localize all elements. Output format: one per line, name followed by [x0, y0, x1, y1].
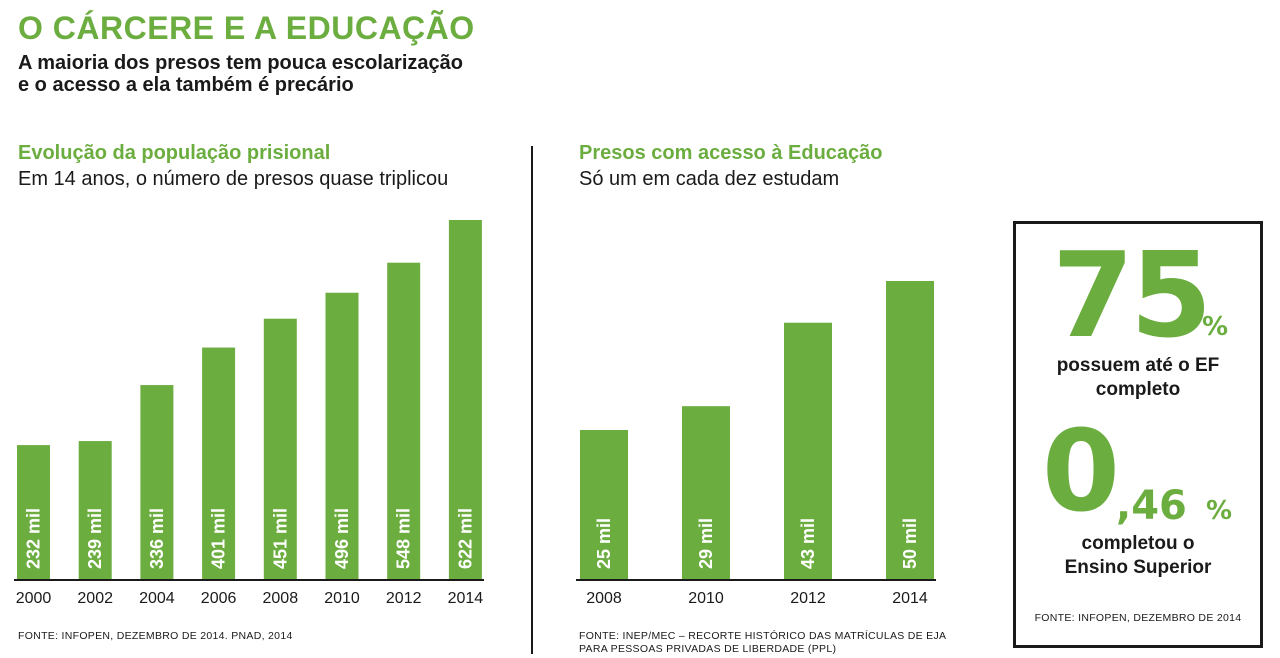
- right-chart-source-line-1: FONTE: INEP/MEC – RECORTE HISTÓRICO DAS …: [579, 630, 947, 642]
- left-bar-2000: [17, 445, 50, 579]
- left-tick-label-2008: 2008: [263, 590, 299, 607]
- left-chart-subtitle: Em 14 anos, o número de presos quase tri…: [18, 168, 449, 190]
- left-bar-2004: [140, 385, 174, 579]
- right-chart-source: FONTE: INEP/MEC – RECORTE HISTÓRICO DAS …: [579, 630, 946, 656]
- left-bar-label-2008: 451 mil: [270, 508, 290, 569]
- right-bar-label-2012: 43 mil: [798, 518, 818, 569]
- left-bar-2006: [202, 347, 236, 579]
- stat-primary-line-1: possuem até o EF: [1056, 355, 1220, 376]
- right-bar-2014: [886, 281, 934, 579]
- right-chart-source-line-2: PARA PESSOAS PRIVADAS DE LIBERDADE (PPL): [579, 643, 837, 655]
- stat-secondary-unit: %: [1206, 496, 1233, 526]
- left-tick-label-2004: 2004: [139, 590, 175, 607]
- left-bar-label-2002: 239 mil: [85, 508, 105, 569]
- right-tick-label-2010: 2010: [688, 590, 724, 607]
- left-tick-label-2006: 2006: [201, 590, 237, 607]
- page-subtitle: A maioria dos presos tem pouca escolariz…: [18, 52, 538, 96]
- right-tick-label-2012: 2012: [790, 590, 826, 607]
- left-tick-label-2010: 2010: [324, 590, 360, 607]
- right-chart-title: Presos com acesso à Educação: [579, 142, 883, 164]
- stat-primary-unit: %: [1202, 312, 1229, 342]
- page-subtitle-line-2: e o acesso a ela também é precário: [18, 74, 354, 96]
- left-bar-label-2012: 548 mil: [394, 508, 414, 569]
- section-divider: [531, 146, 533, 654]
- left-tick-label-2014: 2014: [448, 590, 484, 607]
- right-bar-2008: [580, 430, 628, 579]
- right-bar-2010: [682, 406, 730, 579]
- page-subtitle-line-1: A maioria dos presos tem pouca escolariz…: [18, 52, 463, 74]
- stat-box-source: FONTE: INFOPEN, DEZEMBRO DE 2014: [1034, 612, 1242, 624]
- stat-box: 75 % possuem até o EF completo 0 ,46 % c…: [1013, 221, 1263, 648]
- left-bar-label-2000: 232 mil: [24, 508, 44, 569]
- right-chart-subtitle: Só um em cada dez estudam: [579, 168, 840, 190]
- right-bar-label-2010: 29 mil: [696, 518, 716, 569]
- left-bar-label-2010: 496 mil: [332, 508, 352, 569]
- prison-population-chart: 232 mil 2000 239 mil 2002 336 mil 2004 401 mil…: [14, 220, 484, 607]
- right-bar-label-2014: 50 mil: [900, 518, 920, 569]
- left-bar-2014: [448, 220, 482, 579]
- left-bar-2002: [78, 441, 112, 579]
- stat-secondary-description: completou o Ensino Superior: [1016, 532, 1260, 580]
- left-tick-label-2000: 2000: [16, 590, 52, 607]
- stat-secondary-number: 0: [1042, 407, 1120, 537]
- left-tick-label-2002: 2002: [77, 590, 113, 607]
- left-bar-label-2004: 336 mil: [147, 508, 167, 569]
- education-access-chart: 25 mil 2008 29 mil 2010 43 mil 2012 50 mil 2014: [576, 281, 936, 607]
- left-bar-2010: [325, 292, 359, 579]
- page-title: O CÁRCERE E A EDUCAÇÃO: [18, 10, 475, 46]
- right-bar-2012: [784, 322, 832, 579]
- stat-secondary-line-1: completou o: [1081, 533, 1195, 554]
- left-bar-2012: [387, 262, 421, 579]
- right-tick-label-2008: 2008: [586, 590, 622, 607]
- left-bar-2008: [263, 318, 297, 579]
- right-bar-label-2008: 25 mil: [594, 518, 614, 569]
- stat-primary-line-2: completo: [1095, 379, 1181, 400]
- left-chart-title: Evolução da população prisional: [18, 142, 331, 164]
- stat-secondary-decimal: ,46: [1116, 483, 1187, 529]
- left-tick-label-2012: 2012: [386, 590, 422, 607]
- stat-primary-description: possuem até o EF completo: [1016, 354, 1260, 402]
- left-bar-label-2014: 622 mil: [455, 508, 475, 569]
- left-chart-source: FONTE: INFOPEN, DEZEMBRO DE 2014. PNAD, …: [18, 630, 293, 642]
- right-tick-label-2014: 2014: [892, 590, 928, 607]
- left-bar-label-2006: 401 mil: [209, 508, 229, 569]
- stat-primary-number: 75: [1052, 226, 1212, 364]
- stat-secondary-line-2: Ensino Superior: [1064, 557, 1212, 578]
